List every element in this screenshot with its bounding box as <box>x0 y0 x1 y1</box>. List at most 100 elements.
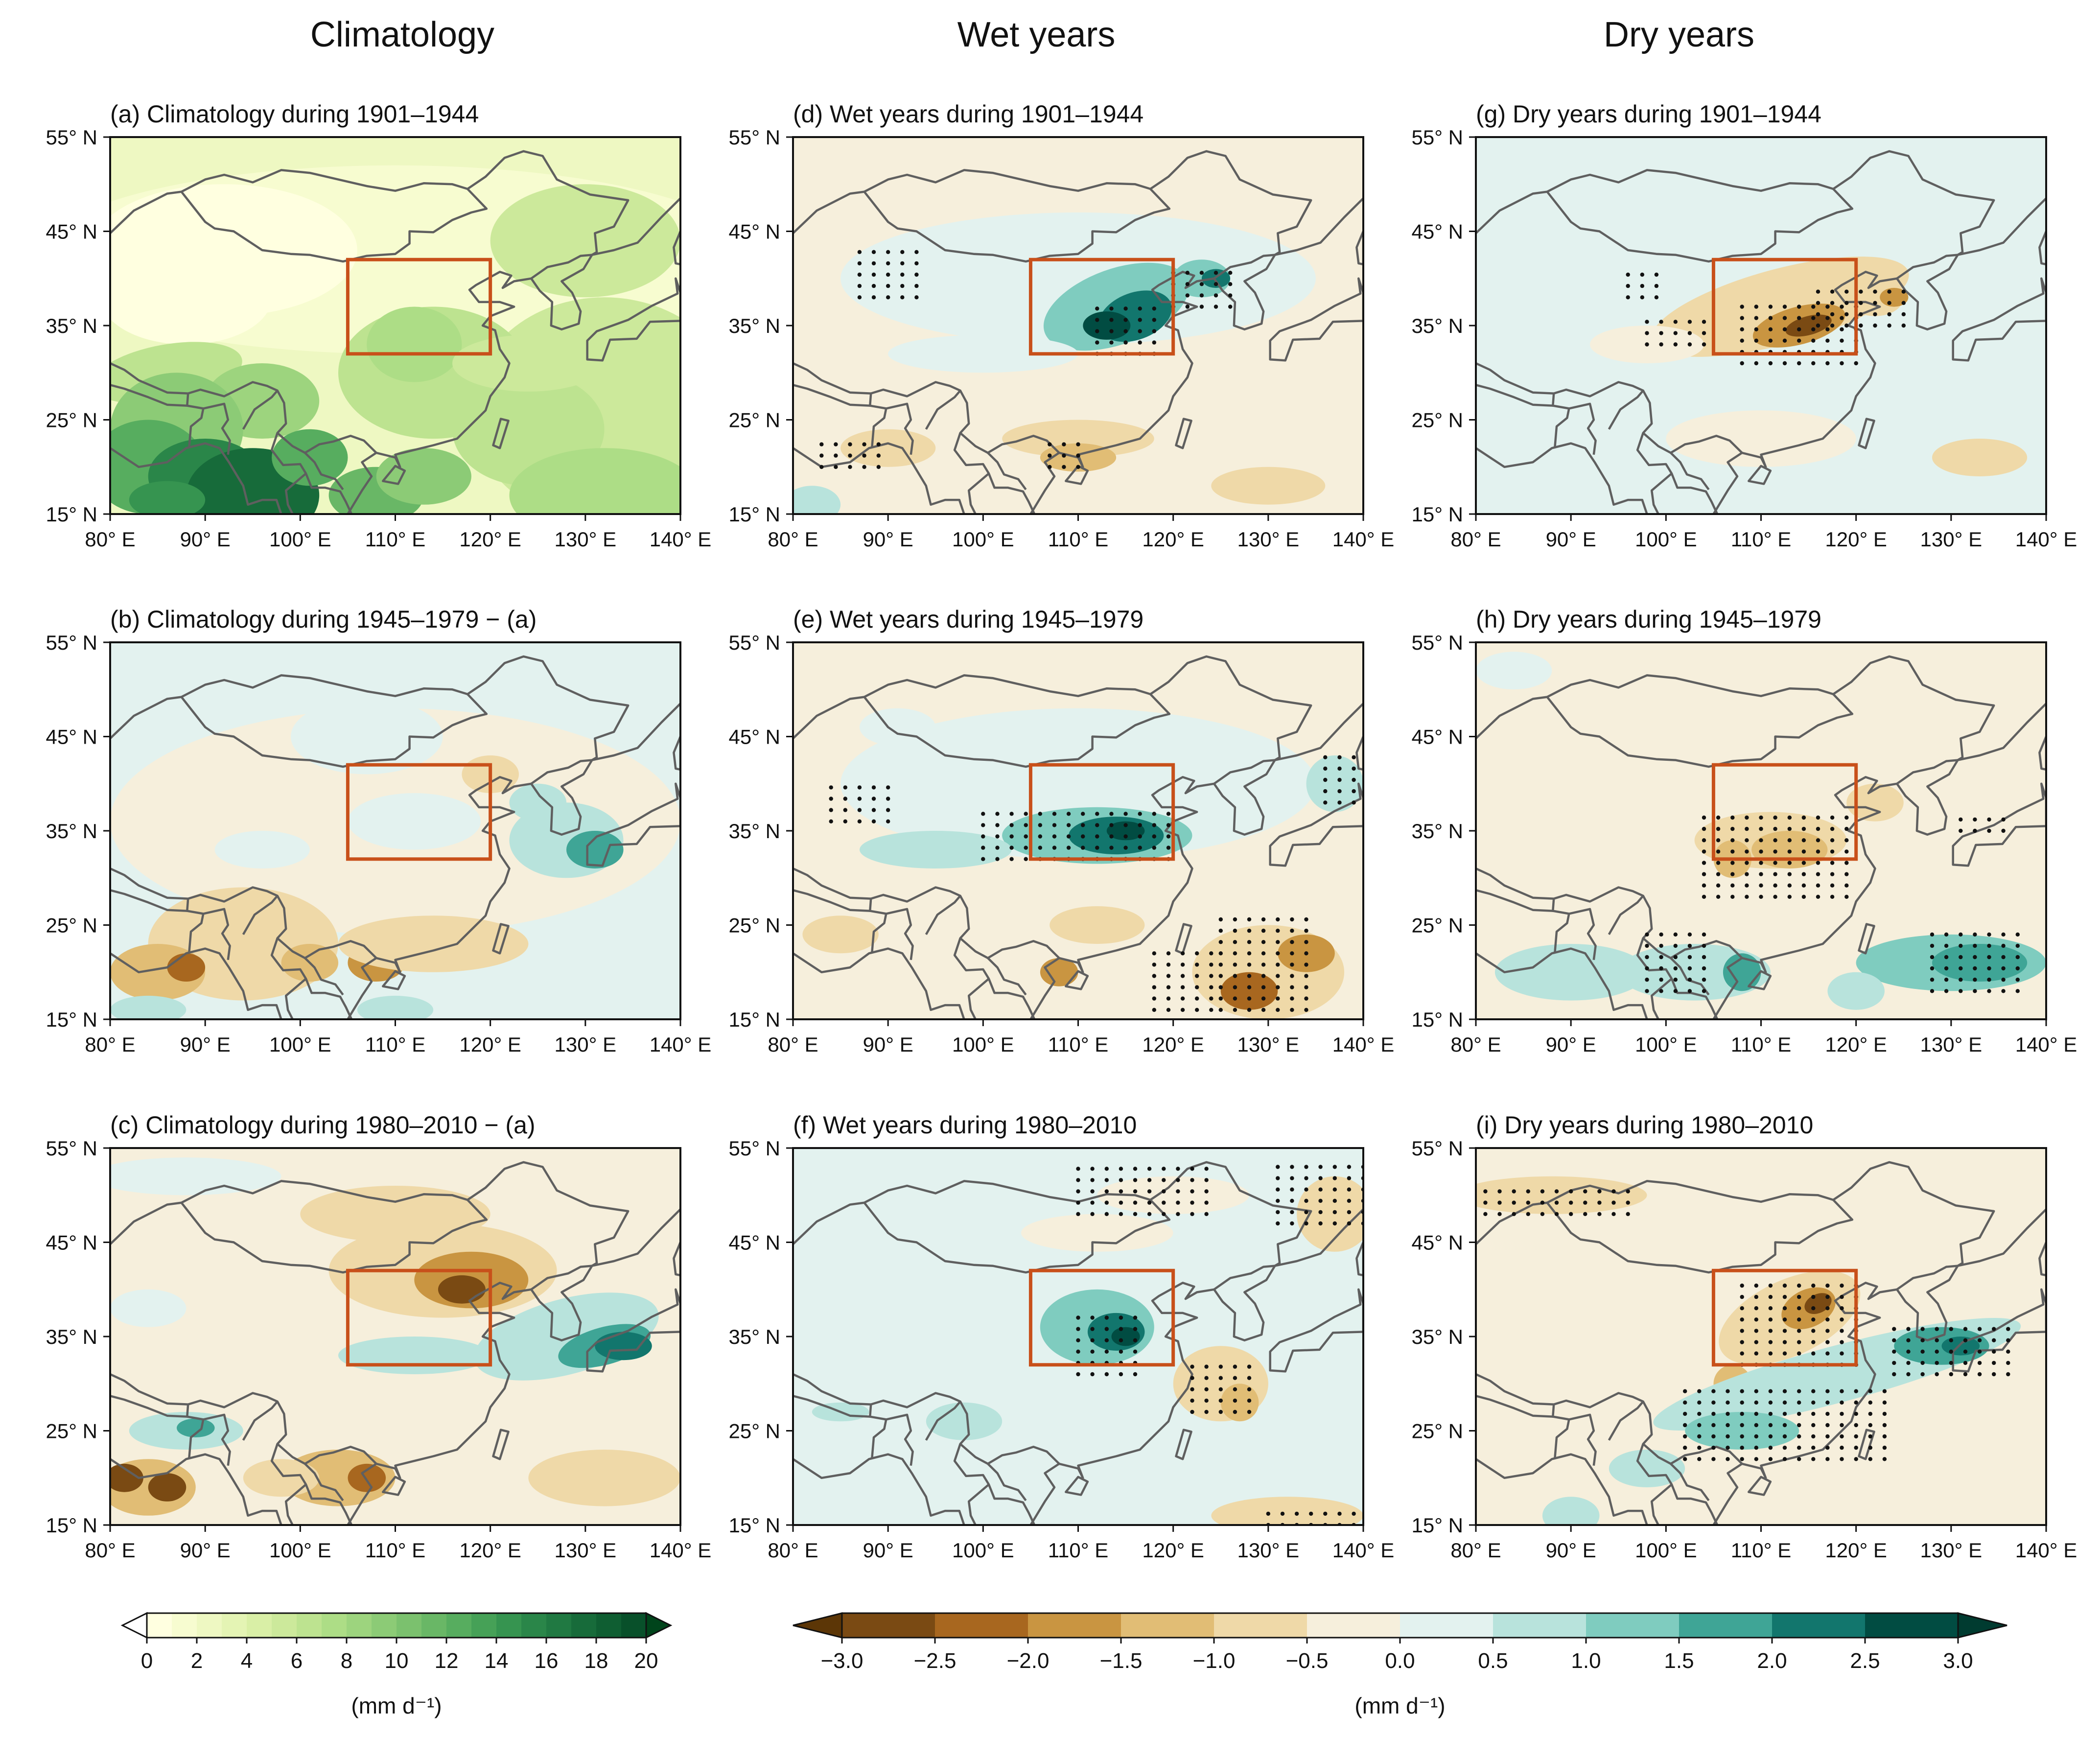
stipple-dot <box>1052 834 1057 839</box>
colorbar-under-arrow <box>793 1612 843 1639</box>
stipple-dot <box>1782 1423 1787 1428</box>
stipple-dot <box>1645 989 1649 993</box>
stipple-dot <box>1133 1167 1138 1171</box>
stipple-dot <box>886 797 890 801</box>
stipple-dot <box>1944 943 1949 948</box>
boundary-line <box>242 390 279 430</box>
stipple-dot <box>1347 1210 1352 1215</box>
stipple-dot <box>1873 312 1877 317</box>
stipple-dot <box>1009 857 1014 861</box>
stipple-dot <box>1261 962 1266 967</box>
stipple-dot <box>1304 940 1308 944</box>
stipple-dot <box>1204 1189 1209 1194</box>
stipple-dot <box>1166 996 1171 1001</box>
island-outline <box>2038 735 2046 771</box>
stipple-dot <box>1104 1212 1109 1216</box>
stipple-dot <box>1290 985 1294 989</box>
stipple-dot <box>1882 1434 1887 1439</box>
stipple-dot <box>1152 996 1156 1001</box>
stipple-dot <box>1825 361 1830 366</box>
stipple-dot <box>1854 1445 1858 1450</box>
stipple-dot <box>1768 1351 1773 1356</box>
y-tick-label: 35° N <box>46 1325 97 1348</box>
stipple-dot <box>1076 1167 1080 1171</box>
boundary-line <box>347 271 532 514</box>
stipple-dot <box>1352 800 1356 805</box>
stipple-dot <box>1740 1457 1744 1461</box>
stipple-dot <box>1977 1372 1982 1377</box>
stipple-dot <box>1009 823 1014 827</box>
panel-title: (f) Wet years during 1980–2010 <box>793 1111 1137 1139</box>
stipple-dot <box>1944 932 1949 937</box>
stipple-dot <box>1840 1423 1844 1428</box>
stipple-dot <box>1773 815 1777 820</box>
stipple-dot <box>1337 1511 1342 1516</box>
stipple-dot <box>1152 318 1156 322</box>
boundary-line <box>591 1208 680 1267</box>
boundary-line <box>110 150 630 256</box>
island-outline <box>1065 970 1089 990</box>
stipple-dot <box>1218 985 1223 989</box>
stipple-dot <box>1166 1008 1171 1012</box>
stipple-dot <box>1123 318 1128 322</box>
stipple-dot <box>981 834 985 839</box>
stipple-dot <box>1645 943 1649 948</box>
boundary-line <box>1476 1161 1995 1267</box>
stipple-dot <box>1323 755 1328 759</box>
stipple-dot <box>1697 1457 1702 1461</box>
stipple-dot <box>1659 943 1663 948</box>
stipple-dot <box>1859 289 1863 294</box>
stipple-dot <box>1797 1445 1801 1450</box>
x-tick-label: 130° E <box>1920 528 1983 551</box>
stipple-dot <box>1859 312 1863 317</box>
map-area <box>110 642 680 1019</box>
boundary-line <box>110 655 630 761</box>
colorbar-segment <box>272 1613 297 1638</box>
stipple-dot <box>1816 301 1820 305</box>
stipple-dot <box>1773 861 1777 865</box>
stipple-dot <box>1276 928 1280 933</box>
stipple-dot <box>1190 1387 1194 1391</box>
stipple-dot <box>1687 943 1692 948</box>
stipple-dot <box>1190 1376 1194 1380</box>
stipple-dot <box>1740 1423 1744 1428</box>
stipple-dot <box>1052 812 1057 816</box>
stipple-dot <box>1768 327 1773 331</box>
stipple-dot <box>1347 1165 1352 1169</box>
stipple-dot <box>1844 815 1849 820</box>
stipple-dot <box>1133 1200 1138 1205</box>
y-tick-label: 45° N <box>46 220 97 243</box>
stipple-dot <box>1992 1372 1996 1377</box>
stipple-dot <box>1702 849 1706 854</box>
stipple-dot <box>1811 1329 1816 1333</box>
stipple-dot <box>1304 928 1308 933</box>
stipple-dot <box>1963 1361 1968 1365</box>
stipple-dot <box>1276 974 1280 978</box>
stipple-dot <box>1304 1008 1308 1012</box>
stipple-dot <box>1218 917 1223 922</box>
stipple-dot <box>1048 442 1052 446</box>
stipple-dot <box>1716 872 1721 876</box>
panel-title: (a) Climatology during 1901–1944 <box>110 100 479 128</box>
x-tick-label: 100° E <box>952 1033 1014 1056</box>
boundary-line <box>110 362 377 454</box>
stipple-dot <box>1554 1189 1559 1194</box>
boundary-line <box>863 693 1171 768</box>
stipple-dot <box>1204 1387 1209 1391</box>
stipple-dot <box>1095 340 1099 345</box>
study-region-box <box>1028 258 1175 356</box>
stipple-dot <box>1773 849 1777 854</box>
colorbar-segment <box>1307 1613 1400 1638</box>
contour-fill <box>376 448 471 505</box>
contour-fill <box>1880 288 1909 307</box>
island-outline <box>1269 277 1363 362</box>
stipple-dot <box>1512 1212 1516 1216</box>
stipple-dot <box>2001 955 2006 960</box>
stipple-dot <box>1645 932 1649 937</box>
boundary-line <box>1213 254 1276 330</box>
stipple-dot <box>1797 1340 1801 1344</box>
boundary-line <box>242 1401 279 1441</box>
stipple-dot <box>1930 943 1935 948</box>
stipple-dot <box>1782 1445 1787 1450</box>
stipple-dot <box>886 808 890 812</box>
